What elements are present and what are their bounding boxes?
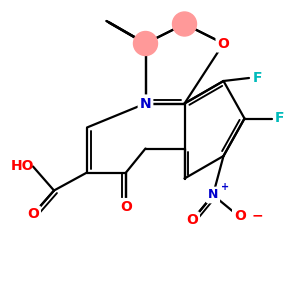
- Text: O: O: [120, 200, 132, 214]
- Text: F: F: [253, 71, 262, 85]
- Circle shape: [134, 32, 158, 56]
- Text: HO: HO: [11, 160, 34, 173]
- Text: −: −: [251, 208, 263, 223]
- Text: O: O: [186, 214, 198, 227]
- Text: N: N: [208, 188, 218, 202]
- Text: +: +: [221, 182, 230, 192]
- Text: F: F: [275, 112, 285, 125]
- Text: O: O: [27, 208, 39, 221]
- Text: O: O: [234, 209, 246, 223]
- Circle shape: [172, 12, 197, 36]
- Text: N: N: [140, 97, 151, 110]
- Text: O: O: [218, 37, 230, 50]
